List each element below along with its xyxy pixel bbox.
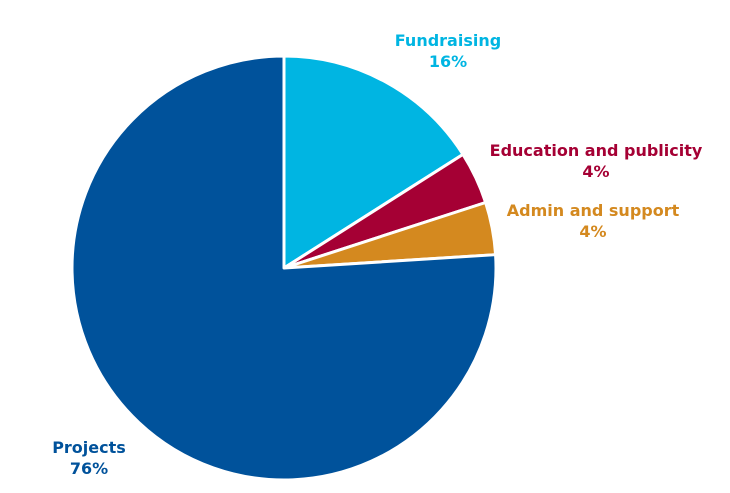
slice-label-fundraising-name: Fundraising	[395, 31, 501, 50]
pie-slice-projects	[70, 54, 498, 482]
slice-label-projects-value: 76%	[70, 459, 108, 478]
slice-label-fundraising-value: 16%	[429, 52, 467, 71]
slice-label-admin-name: Admin and support	[507, 201, 680, 220]
slice-label-admin-value: 4%	[579, 222, 606, 241]
pie-slice-fundraising	[282, 54, 465, 270]
slice-label-projects-name: Projects	[52, 438, 126, 457]
slice-label-education-value: 4%	[582, 162, 609, 181]
slice-label-education-name: Education and publicity	[490, 141, 703, 160]
pie-slices	[70, 54, 498, 482]
